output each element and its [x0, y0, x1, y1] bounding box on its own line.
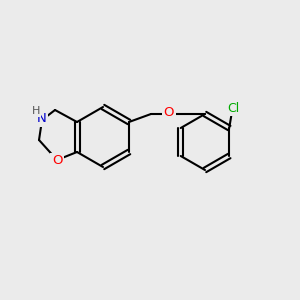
- Text: O: O: [164, 106, 174, 119]
- Text: Cl: Cl: [227, 101, 239, 115]
- Text: O: O: [52, 154, 62, 167]
- Text: H: H: [32, 106, 40, 116]
- Text: N: N: [37, 112, 47, 125]
